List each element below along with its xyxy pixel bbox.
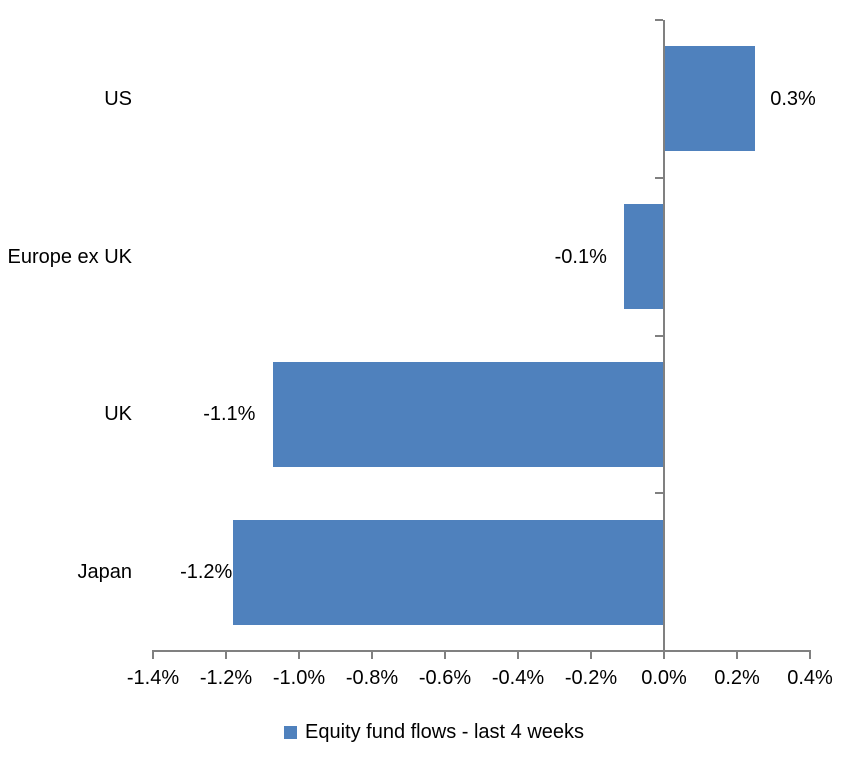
data-label: 0.3% [770, 87, 816, 110]
x-axis-tick-label: -1.2% [199, 667, 253, 689]
x-axis-tick-label: -0.6% [418, 667, 472, 689]
category-label: Europe ex UK [7, 245, 132, 268]
data-label: -1.1% [203, 403, 256, 426]
x-axis-tick [590, 652, 592, 659]
x-axis-tick [517, 652, 519, 659]
bar-uk [273, 361, 664, 467]
x-axis-tick-label: -1.4% [126, 667, 180, 689]
legend-label: Equity fund flows - last 4 weeks [305, 721, 585, 743]
x-axis-tick-label: 0.0% [641, 667, 687, 689]
x-axis-tick-label: -0.8% [345, 667, 399, 689]
legend-swatch [284, 725, 297, 739]
x-axis-tick [152, 652, 154, 659]
x-axis-tick-label: -0.4% [491, 667, 545, 689]
legend: Equity fund flows - last 4 weeks [284, 720, 584, 744]
x-axis-tick [663, 652, 665, 659]
x-axis-tick [298, 652, 300, 659]
category-label: Japan [77, 561, 133, 584]
y-axis-tick [655, 334, 663, 337]
x-axis-tick [809, 652, 811, 659]
y-axis-tick [655, 176, 663, 179]
x-axis-tick [371, 652, 373, 659]
y-axis-line [663, 20, 665, 651]
bar-europe-ex-uk [623, 204, 664, 310]
data-label: -0.1% [554, 245, 607, 268]
bar-japan [233, 519, 664, 625]
x-axis-tick [444, 652, 446, 659]
category-label: UK [104, 403, 132, 426]
x-axis-line [152, 650, 811, 652]
y-axis-tick [655, 492, 663, 495]
bar-us [664, 46, 756, 152]
x-axis-tick-label: -1.0% [272, 667, 326, 689]
y-axis-tick [655, 19, 663, 21]
category-label: US [104, 87, 132, 110]
data-label: -1.2% [180, 561, 233, 584]
x-axis-tick [736, 652, 738, 659]
x-axis-tick-label: 0.2% [714, 667, 760, 689]
x-axis-tick-label: -0.2% [564, 667, 618, 689]
x-axis-tick [225, 652, 227, 659]
x-axis-tick-label: 0.4% [787, 667, 833, 689]
